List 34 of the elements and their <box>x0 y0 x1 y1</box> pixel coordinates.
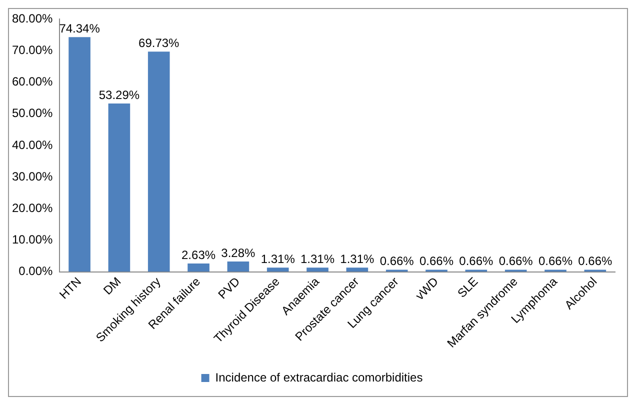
bar <box>306 268 328 272</box>
data-label: 0.66% <box>459 254 494 268</box>
y-tick-label: 10.00% <box>12 232 54 247</box>
data-label: 69.73% <box>138 36 180 50</box>
data-label: 0.66% <box>538 254 573 268</box>
bar <box>148 52 170 272</box>
bar <box>346 268 368 272</box>
data-label: 2.63% <box>182 248 216 262</box>
data-label: 53.29% <box>98 88 140 102</box>
bar <box>188 263 210 272</box>
x-tick-label: DM <box>100 274 124 298</box>
data-label: 1.31% <box>260 252 296 266</box>
y-tick-label: 20.00% <box>12 200 54 215</box>
data-label: 1.31% <box>300 252 335 266</box>
y-tick-label: 0.00% <box>18 264 54 278</box>
data-label: 0.66% <box>578 254 613 268</box>
y-tick-label: 40.00% <box>12 138 54 152</box>
legend-label: Incidence of extracardiac comorbidities <box>215 370 423 384</box>
y-tick-label: 80.00% <box>12 12 54 26</box>
bar <box>266 268 289 272</box>
data-label: 74.34% <box>59 21 100 36</box>
y-tick-label: 50.00% <box>12 106 54 120</box>
data-label: 0.66% <box>498 254 534 268</box>
data-label: 0.66% <box>380 254 414 268</box>
x-tick-label: SLE <box>454 274 481 300</box>
y-tick-label: 70.00% <box>12 43 54 58</box>
bar <box>108 104 130 272</box>
y-tick-label: 60.00% <box>12 74 54 89</box>
bar <box>227 261 250 272</box>
bar <box>68 37 90 272</box>
data-label: 1.31% <box>340 252 375 266</box>
y-tick-label: 30.00% <box>12 169 54 184</box>
data-label: 0.66% <box>419 254 454 268</box>
data-label: 3.28% <box>221 246 256 260</box>
